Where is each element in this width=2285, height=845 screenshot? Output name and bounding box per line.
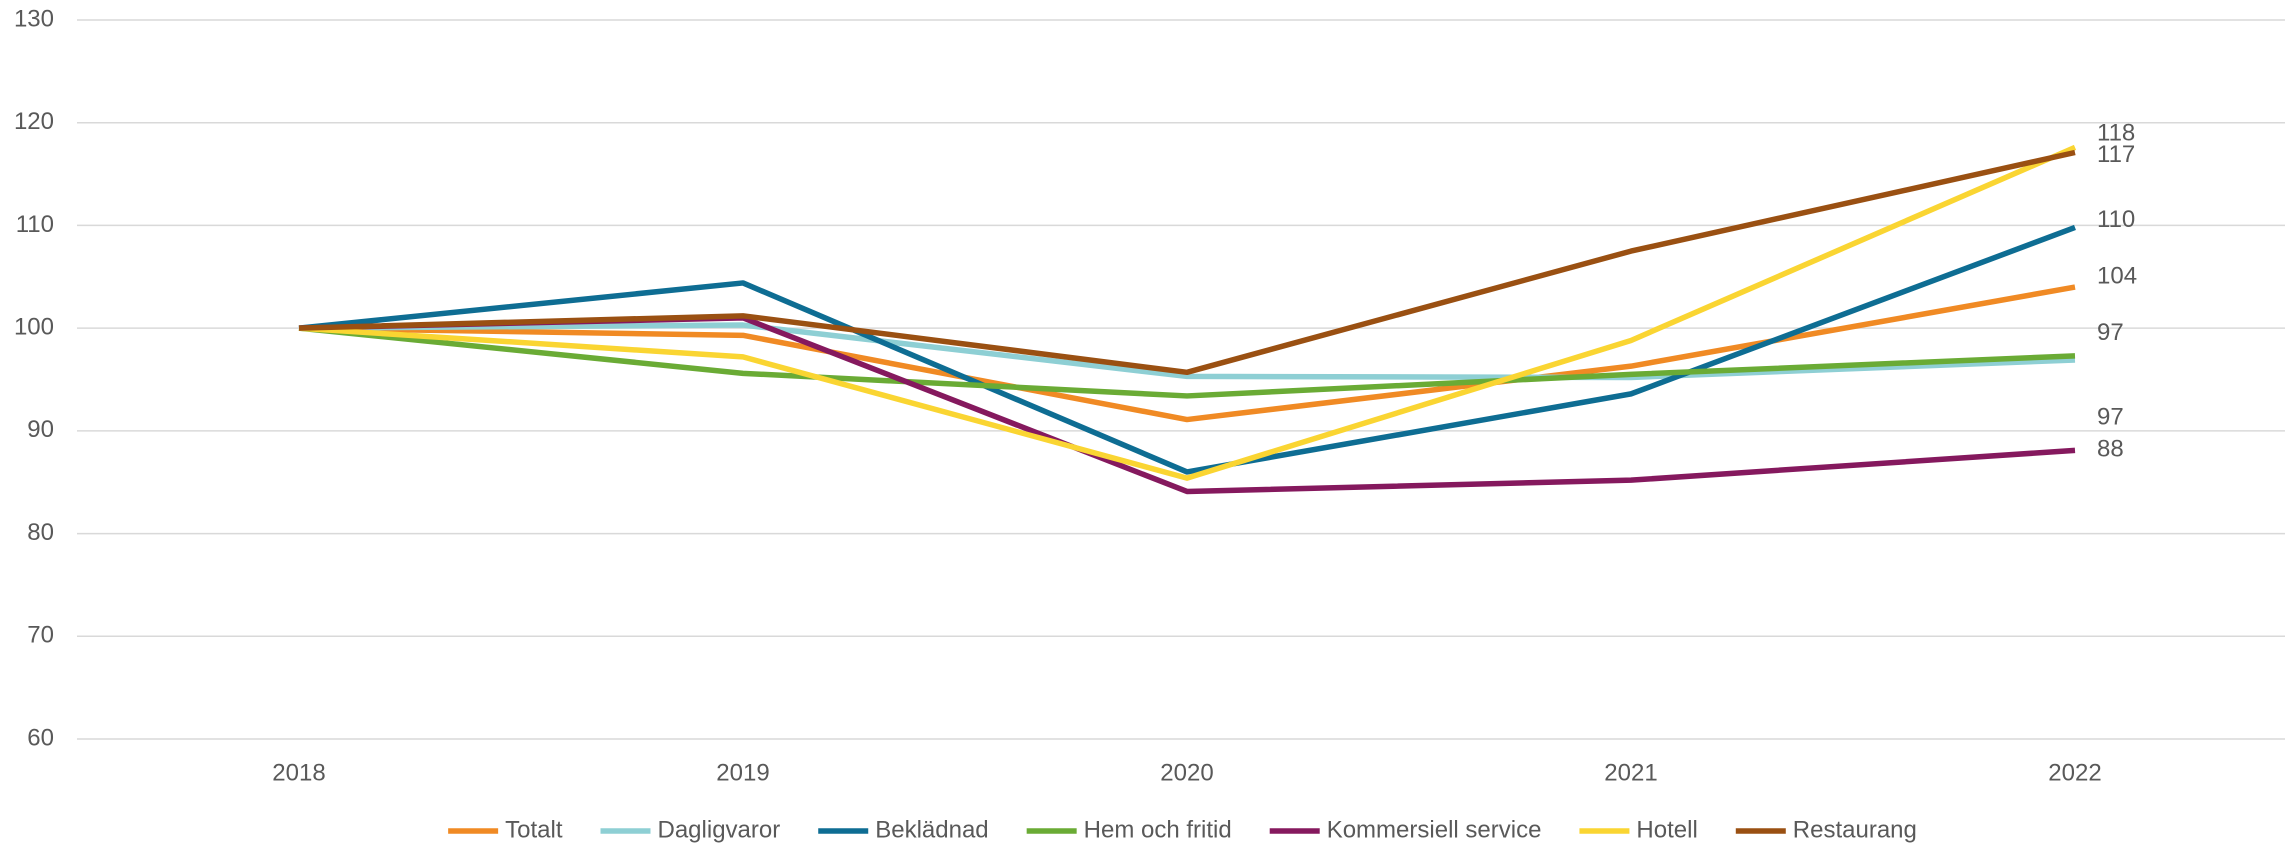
series-line [298,224,2076,475]
y-tick-label: 110 [16,211,54,238]
series-line [298,325,2076,399]
y-tick-label: 90 [27,416,54,443]
legend-label: Hem och fritid [1084,816,1232,843]
x-tick-label: 2018 [272,759,325,786]
data-label: 118 [2097,120,2135,147]
series-line [298,144,2077,481]
y-tick-label: 130 [14,5,54,32]
series-line [298,322,2076,381]
x-tick-label: 2022 [2048,759,2101,786]
y-tick-label: 120 [14,108,54,135]
y-tick-label: 60 [27,724,54,751]
data-label: 97 [2097,403,2124,430]
legend-label: Restaurang [1793,816,1917,843]
data-label: 117 [2097,141,2135,168]
y-tick-label: 100 [14,313,54,340]
legend-label: Totalt [505,816,563,843]
data-label: 97 [2097,319,2124,346]
x-tick-label: 2020 [1160,759,1213,786]
x-tick-label: 2021 [1604,759,1657,786]
legend-label: Beklädnad [875,816,988,843]
data-label: 88 [2097,436,2124,463]
y-tick-label: 80 [27,519,54,546]
legend-label: Kommersiell service [1327,816,1542,843]
y-tick-label: 70 [27,622,54,649]
legend-label: Dagligvaror [658,816,781,843]
data-label: 110 [2097,206,2135,233]
series-line [298,149,2076,376]
data-label: 104 [2097,262,2137,289]
x-tick-label: 2019 [716,759,769,786]
legend-label: Hotell [1636,816,1697,843]
